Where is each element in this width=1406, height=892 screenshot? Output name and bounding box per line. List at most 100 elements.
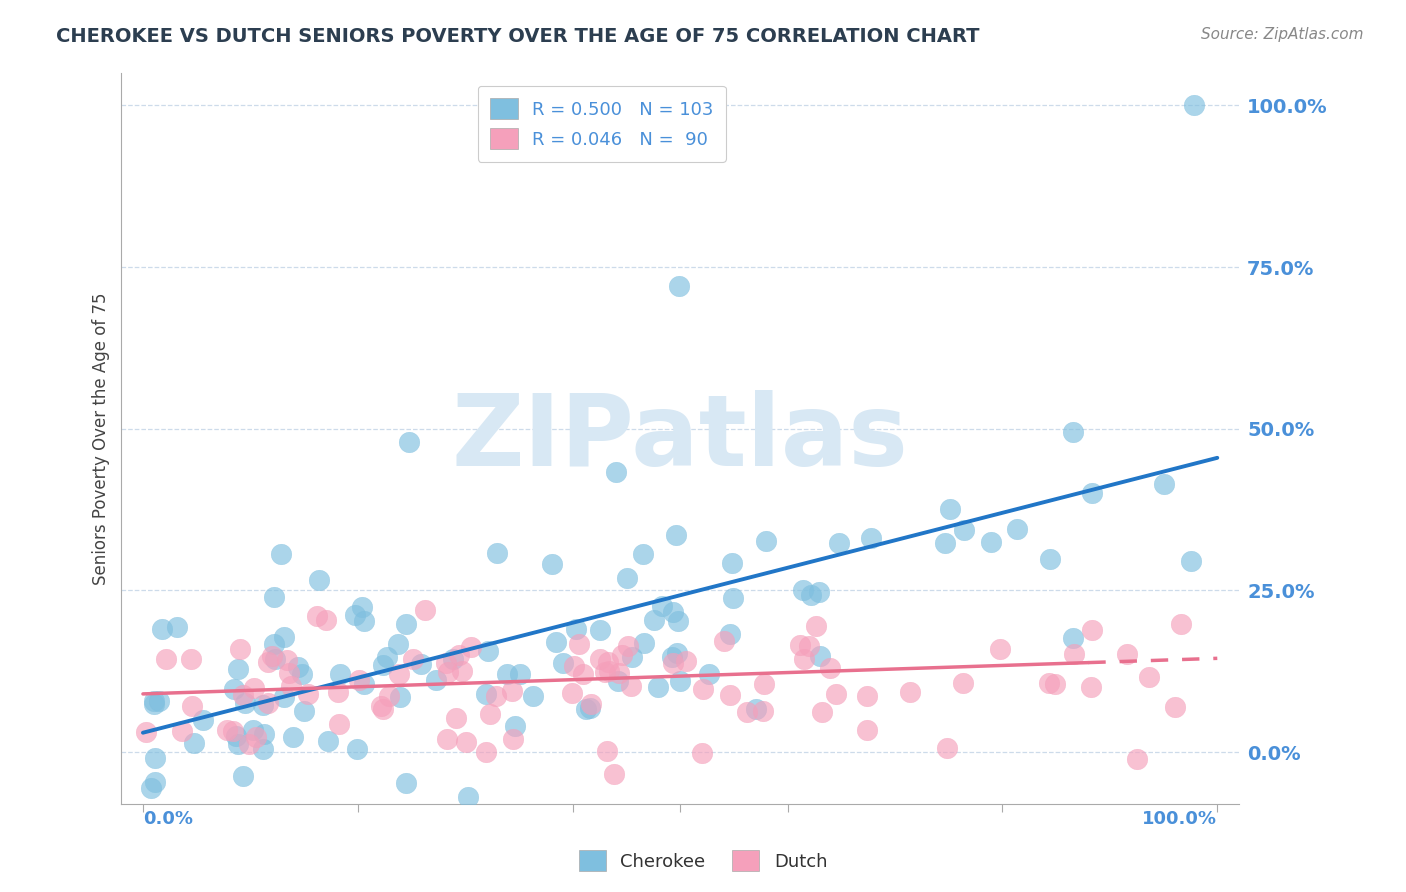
Point (242, 723, 264, 737)
Point (181, 698, 204, 713)
Point (460, 640, 482, 654)
Point (808, 648, 831, 663)
Point (394, 776, 416, 790)
Point (1137, 670, 1160, 684)
Point (434, 657, 457, 671)
Point (616, 571, 638, 585)
Point (398, 434, 420, 449)
Point (229, 642, 252, 657)
Point (697, 666, 720, 681)
Point (1125, 752, 1147, 766)
Point (589, 623, 612, 637)
Point (315, 613, 337, 627)
Point (713, 633, 735, 648)
Point (1062, 425, 1084, 439)
Point (252, 698, 274, 712)
Point (245, 730, 267, 744)
Point (166, 620, 188, 634)
Point (253, 727, 276, 741)
Point (457, 790, 479, 805)
Point (446, 711, 468, 725)
Text: 100.0%: 100.0% (1142, 810, 1218, 829)
Point (135, 725, 157, 739)
Point (1180, 553, 1202, 567)
Point (939, 502, 962, 516)
Point (856, 689, 879, 703)
Point (562, 658, 585, 673)
Point (297, 687, 319, 701)
Point (631, 547, 654, 561)
Point (575, 702, 598, 716)
Point (1038, 676, 1060, 690)
Point (1062, 632, 1084, 646)
Point (308, 573, 330, 587)
Point (263, 637, 285, 651)
Point (281, 731, 304, 745)
Point (270, 547, 292, 561)
Point (616, 639, 638, 653)
Point (544, 634, 567, 648)
Point (799, 640, 821, 654)
Point (215, 723, 238, 738)
Point (257, 696, 280, 710)
Point (280, 679, 302, 693)
Point (792, 582, 814, 597)
Text: CHEROKEE VS DUTCH SENIORS POVERTY OVER THE AGE OF 75 CORRELATION CHART: CHEROKEE VS DUTCH SENIORS POVERTY OVER T… (56, 27, 980, 45)
Point (485, 689, 508, 703)
Point (305, 609, 328, 624)
Point (316, 733, 339, 747)
Point (595, 744, 617, 758)
Point (579, 697, 602, 711)
Point (143, 775, 166, 789)
Point (143, 697, 166, 711)
Point (723, 591, 745, 605)
Point (598, 665, 620, 679)
Point (150, 622, 173, 636)
Point (228, 737, 250, 751)
Point (328, 716, 350, 731)
Point (665, 646, 688, 660)
Point (811, 706, 834, 720)
Point (1080, 624, 1102, 638)
Point (808, 585, 831, 599)
Point (477, 643, 499, 657)
Point (675, 654, 697, 668)
Point (735, 705, 758, 719)
Point (402, 652, 425, 666)
Point (593, 665, 616, 680)
Point (551, 656, 574, 670)
Point (806, 619, 828, 633)
Point (789, 638, 811, 652)
Point (1063, 647, 1085, 661)
Point (222, 724, 245, 739)
Point (1080, 485, 1102, 500)
Legend: Cherokee, Dutch: Cherokee, Dutch (571, 843, 835, 879)
Point (647, 680, 669, 694)
Point (509, 667, 531, 681)
Point (661, 650, 683, 665)
Point (898, 685, 921, 699)
Point (621, 650, 644, 665)
Point (387, 637, 409, 651)
Point (326, 685, 349, 699)
Point (388, 690, 411, 705)
Point (561, 686, 583, 700)
Point (828, 535, 851, 549)
Point (502, 732, 524, 747)
Point (437, 665, 460, 680)
Point (232, 688, 254, 702)
Point (262, 649, 284, 664)
Point (952, 676, 974, 690)
Point (1153, 476, 1175, 491)
Point (565, 623, 588, 637)
Text: ZIPatlas: ZIPatlas (451, 390, 908, 487)
Point (232, 769, 254, 783)
Point (479, 706, 502, 721)
Point (233, 697, 256, 711)
Point (413, 603, 436, 617)
Point (170, 723, 193, 738)
Point (934, 535, 956, 549)
Point (1116, 648, 1139, 662)
Point (193, 713, 215, 727)
Point (143, 751, 166, 765)
